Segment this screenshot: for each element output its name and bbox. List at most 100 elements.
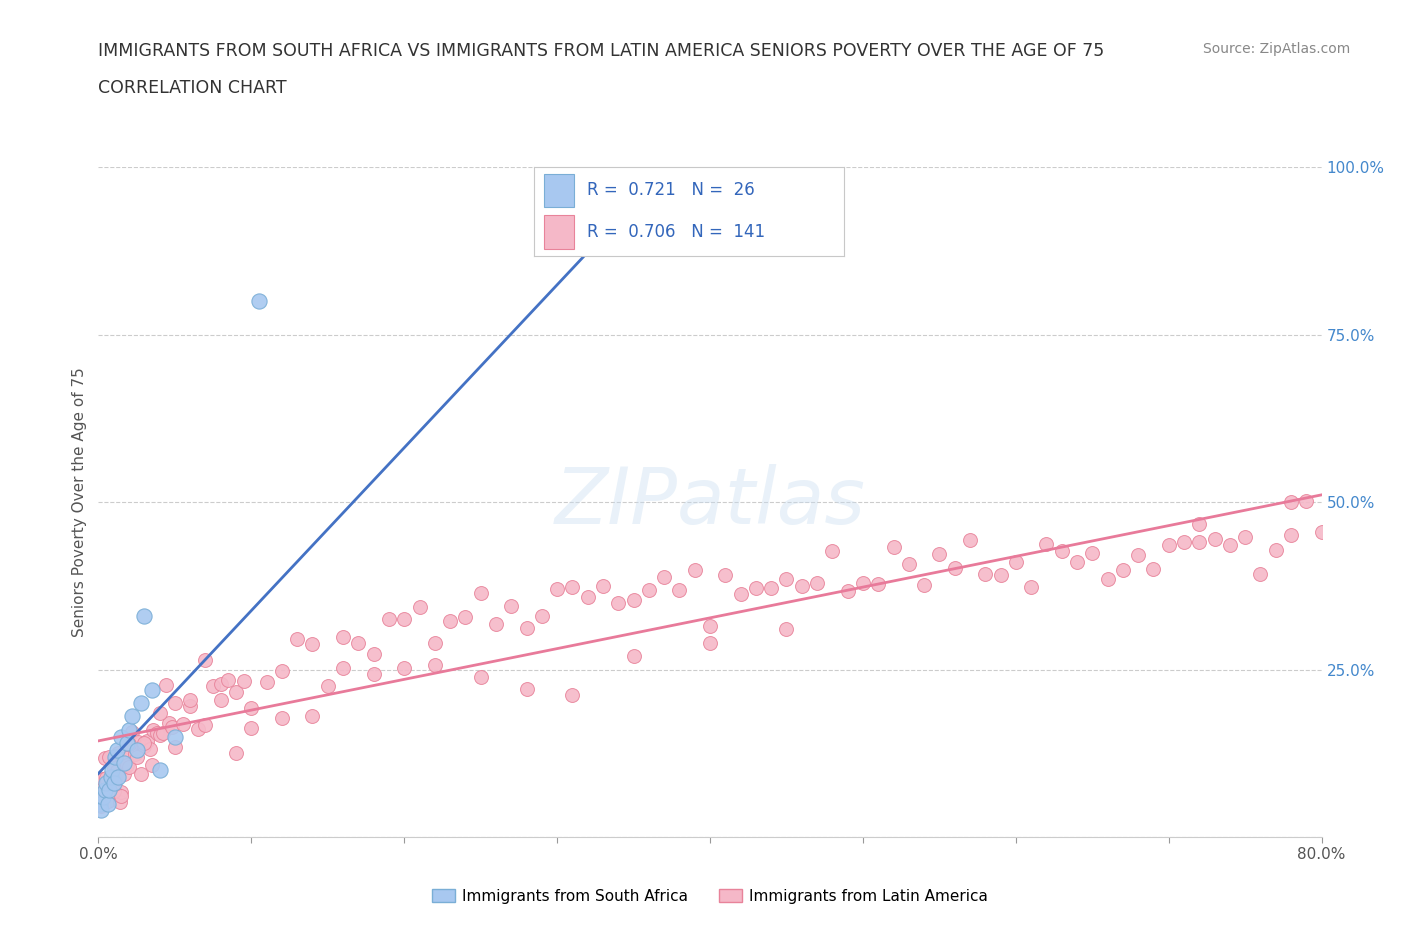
Point: [118, 723, 141, 737]
Point: [332, 630, 354, 644]
Point: [172, 716, 194, 731]
Point: [470, 670, 492, 684]
Point: [1204, 532, 1226, 547]
Point: [107, 745, 129, 760]
Point: [516, 620, 538, 635]
Point: [97, 793, 120, 808]
Point: [1097, 572, 1119, 587]
Point: [546, 581, 568, 596]
Point: [745, 580, 768, 595]
Point: [868, 577, 890, 591]
Point: [561, 579, 583, 594]
Point: [117, 736, 139, 751]
Point: [187, 722, 209, 737]
Point: [107, 769, 129, 784]
Point: [592, 578, 614, 593]
Point: [121, 724, 143, 739]
Point: [714, 568, 737, 583]
Point: [105, 764, 128, 778]
Point: [775, 571, 797, 586]
Point: [149, 763, 172, 777]
Point: [439, 614, 461, 629]
Point: [423, 636, 446, 651]
Point: [98, 783, 121, 798]
Point: [423, 658, 446, 672]
Point: [209, 692, 232, 707]
Point: [943, 560, 966, 575]
Point: [149, 706, 172, 721]
Point: [90, 803, 112, 817]
Point: [103, 776, 125, 790]
Point: [1081, 546, 1104, 561]
Point: [100, 770, 122, 785]
Point: [1050, 544, 1073, 559]
Point: [93, 751, 115, 765]
Point: [142, 723, 165, 737]
Point: [125, 750, 148, 764]
Point: [93, 783, 115, 798]
Point: [1310, 525, 1333, 539]
Point: [790, 578, 813, 593]
Point: [91, 772, 114, 787]
Point: [139, 742, 162, 757]
Point: [209, 677, 232, 692]
Point: [516, 682, 538, 697]
Point: [270, 711, 292, 725]
Point: [90, 798, 112, 813]
Point: [1264, 542, 1286, 557]
Point: [134, 736, 156, 751]
Point: [141, 683, 163, 698]
Point: [623, 592, 645, 607]
Point: [117, 758, 139, 773]
Point: [163, 729, 186, 744]
Point: [91, 790, 114, 804]
Point: [129, 766, 152, 781]
Point: [89, 781, 111, 796]
Point: [392, 661, 416, 676]
Point: [104, 770, 127, 785]
Point: [101, 763, 124, 777]
Point: [160, 720, 183, 735]
Point: [112, 766, 135, 781]
Point: [1157, 538, 1180, 552]
Point: [1279, 495, 1302, 510]
Point: [408, 600, 430, 615]
FancyBboxPatch shape: [544, 174, 575, 207]
Point: [454, 610, 477, 625]
Point: [959, 532, 981, 547]
Point: [108, 794, 131, 809]
Point: [232, 674, 254, 689]
Point: [363, 667, 385, 682]
Point: [256, 674, 278, 689]
Point: [136, 734, 159, 749]
Point: [105, 742, 128, 757]
Point: [112, 756, 135, 771]
Point: [668, 582, 690, 597]
Point: [127, 735, 149, 750]
Point: [806, 576, 828, 591]
Point: [103, 783, 125, 798]
Point: [152, 725, 174, 740]
Point: [179, 698, 201, 713]
Point: [124, 746, 146, 761]
Point: [155, 678, 177, 693]
Text: Source: ZipAtlas.com: Source: ZipAtlas.com: [1202, 42, 1350, 56]
Point: [928, 547, 950, 562]
Y-axis label: Seniors Poverty Over the Age of 75: Seniors Poverty Over the Age of 75: [72, 367, 87, 637]
Point: [1188, 517, 1211, 532]
Point: [100, 769, 122, 784]
Point: [110, 789, 132, 804]
Point: [561, 687, 583, 702]
Point: [247, 294, 270, 309]
Point: [1142, 562, 1164, 577]
Point: [194, 652, 217, 667]
Point: [699, 619, 721, 634]
Point: [1173, 535, 1195, 550]
Point: [1249, 567, 1271, 582]
Point: [912, 578, 935, 592]
Point: [217, 672, 239, 687]
Point: [1279, 527, 1302, 542]
Point: [1234, 529, 1257, 544]
Point: [1035, 537, 1057, 551]
Point: [1112, 562, 1135, 577]
